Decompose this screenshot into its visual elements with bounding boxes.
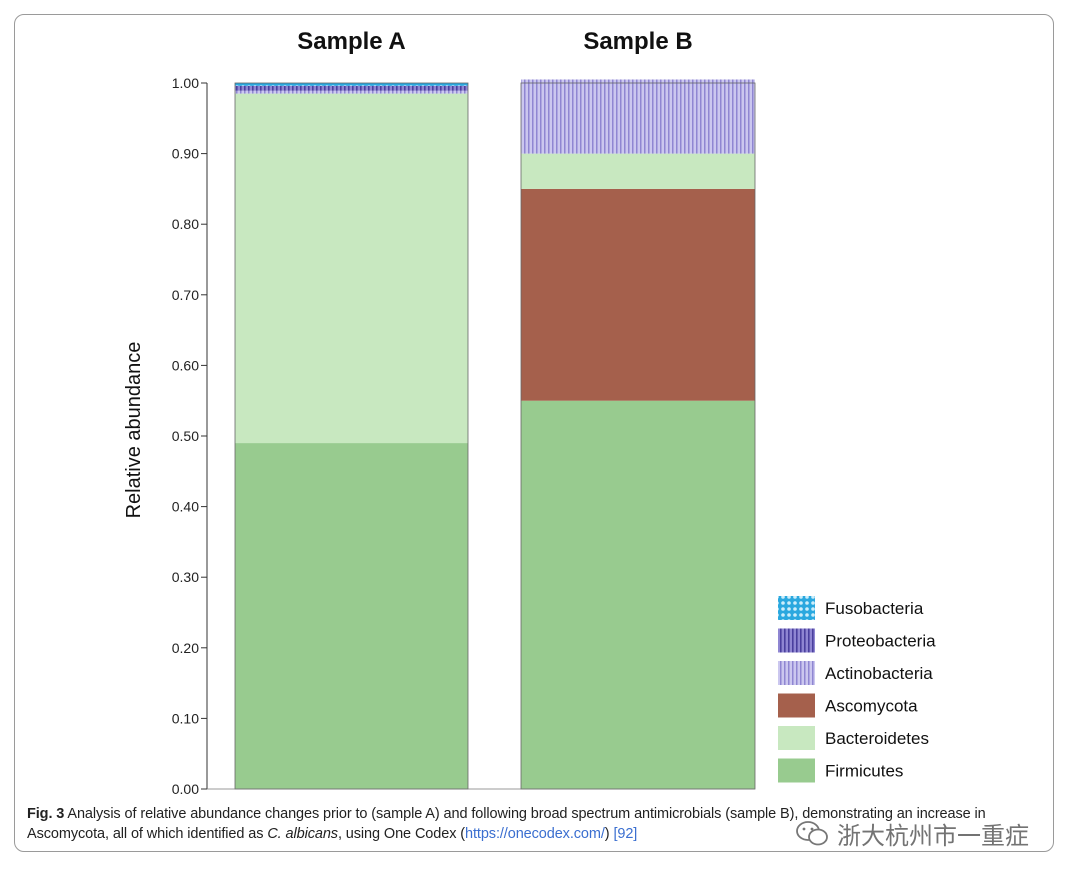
y-tick-label: 0.00	[172, 781, 199, 797]
legend-swatch-firmicutes	[778, 758, 815, 783]
bar-segment-fusobacteria	[235, 83, 468, 86]
y-tick-label: 0.40	[172, 499, 199, 515]
caption-ref[interactable]: [92]	[613, 826, 638, 842]
y-tick-label: 1.00	[172, 75, 199, 91]
figure-caption: Fig. 3 Analysis of relative abundance ch…	[27, 804, 1037, 844]
caption-text-2: , using One Codex (	[337, 826, 466, 842]
bar-segment-firmicutes	[521, 400, 755, 789]
legend-label: Proteobacteria	[825, 632, 936, 651]
y-tick-label: 0.10	[172, 710, 199, 726]
legend-swatch-ascomycota	[778, 693, 815, 718]
y-axis-label: Relative abundance	[123, 342, 145, 519]
caption-text-3: )	[604, 826, 614, 842]
y-tick-label: 0.30	[172, 569, 199, 585]
category-label: Sample B	[583, 28, 692, 55]
bar-segment-actinobacteria	[521, 79, 755, 154]
y-tick-label: 0.20	[172, 640, 199, 656]
legend-label: Fusobacteria	[825, 599, 924, 618]
wechat-icon	[796, 820, 828, 845]
legend-swatch-actinobacteria	[778, 661, 815, 685]
bar-segment-bacteroidetes	[235, 93, 468, 444]
legend-swatch-fusobacteria	[778, 596, 815, 620]
legend-label: Bacteroidetes	[825, 729, 929, 748]
y-axis: 0.00 0.10 0.20 0.30 0.40 0.50 0.60 0.70 0.80 0.90…	[172, 75, 208, 797]
y-tick-label: 0.90	[172, 146, 199, 162]
caption-lead: Fig. 3	[27, 806, 65, 822]
bars	[207, 79, 756, 790]
caption-link[interactable]: https://onecodex.com/	[465, 826, 605, 842]
legend-label: Firmicutes	[825, 762, 903, 781]
bar-segment-firmicutes	[235, 443, 468, 789]
category-label: Sample A	[297, 28, 405, 55]
y-tick-label: 0.50	[172, 428, 199, 444]
legend-swatch-proteobacteria	[778, 628, 815, 653]
watermark-text: 浙大杭州市一重症	[837, 822, 1029, 850]
watermark: 浙大杭州市一重症	[795, 816, 1029, 851]
legend-label: Ascomycota	[825, 697, 918, 716]
y-tick-label: 0.70	[172, 287, 199, 303]
caption-text: Analysis of relative abundance changes p…	[27, 806, 986, 842]
legend-swatch-bacteroidetes	[778, 726, 815, 750]
caption-species: C. albicans	[267, 826, 338, 842]
bar-segment-ascomycota	[521, 188, 755, 401]
y-tick-label: 0.80	[172, 216, 199, 232]
stacked-bar-chart: 0.00 0.10 0.20 0.30 0.40 0.50 0.60 0.70 0.80 0.90…	[123, 28, 936, 797]
legend-label: Actinobacteria	[825, 664, 933, 683]
bar-segment-proteobacteria	[235, 85, 468, 91]
category-labels: Sample A Sample B	[297, 28, 692, 55]
y-tick-label: 0.60	[172, 357, 199, 373]
bar-segment-bacteroidetes	[521, 153, 755, 189]
bar-segment-actinobacteria	[235, 90, 468, 94]
legend: Fusobacteria Proteobacteria Actinobacteria…	[778, 596, 936, 783]
